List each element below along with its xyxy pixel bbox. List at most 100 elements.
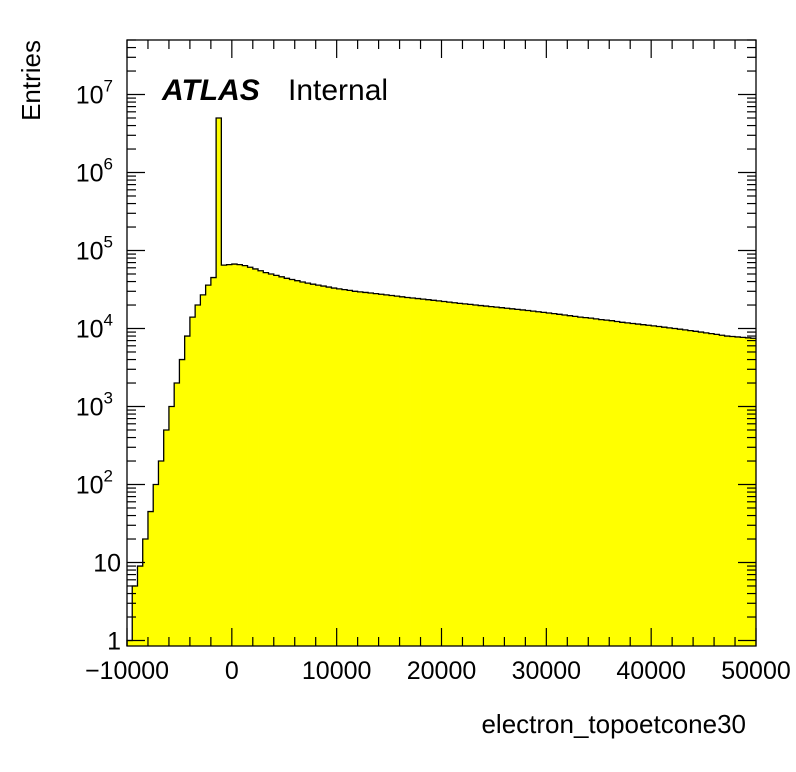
histogram-bin <box>347 290 353 646</box>
histogram-bin <box>546 313 552 646</box>
histogram-bin <box>698 332 704 646</box>
histogram-bin <box>410 298 416 646</box>
x-tick-label: 50000 <box>721 657 791 685</box>
histogram-bin <box>624 322 631 646</box>
histogram-bin <box>467 304 474 646</box>
histogram-bin <box>184 336 191 646</box>
histogram-bin <box>237 264 243 646</box>
histogram-bin <box>729 336 736 646</box>
y-tick-label: 107 <box>76 77 113 110</box>
histogram-bin <box>630 323 636 646</box>
histogram-bin <box>174 383 180 646</box>
histogram-bin <box>326 287 332 646</box>
histogram-bin <box>446 302 453 646</box>
histogram-bin <box>541 312 547 646</box>
histogram-bin <box>310 284 317 646</box>
histogram-bin <box>478 305 484 646</box>
histogram-bin <box>294 280 301 646</box>
histogram-bin <box>373 293 379 646</box>
histogram-bin <box>462 303 469 646</box>
histogram-bin <box>415 298 421 646</box>
x-tick-label: −10000 <box>85 657 169 685</box>
y-tick-label: 102 <box>76 467 113 500</box>
histogram-bin <box>341 289 348 646</box>
histogram-bin <box>247 267 254 646</box>
y-tick-label: 105 <box>76 233 113 266</box>
histogram-bin <box>703 332 710 646</box>
y-tick-label: 1 <box>107 627 121 655</box>
histogram-bin <box>609 320 615 646</box>
histogram-bin <box>231 264 238 646</box>
y-tick-label: 103 <box>76 389 113 422</box>
histogram-bin <box>394 296 400 646</box>
histogram-bin <box>268 273 275 646</box>
histogram-bin <box>556 314 563 646</box>
histogram-bin <box>640 324 647 646</box>
y-tick-label: 10 <box>93 549 121 577</box>
histogram-bins <box>127 118 757 646</box>
histogram-bin <box>258 270 264 646</box>
histogram-bin <box>263 272 269 646</box>
y-tick-labels: 1 10 102 103 104 105 106 107 <box>76 77 121 656</box>
histogram-bin <box>216 118 222 646</box>
histogram-bin <box>127 640 133 646</box>
histogram-bin <box>708 333 715 646</box>
histogram-bin <box>305 283 311 646</box>
histogram-bin <box>441 301 448 646</box>
histogram-bin <box>163 429 170 646</box>
histogram-bin <box>383 294 390 646</box>
histogram-bin <box>320 286 327 646</box>
x-axis-title: electron_topoetcone30 <box>481 709 746 739</box>
histogram-bin <box>493 307 500 646</box>
histogram-bin <box>514 309 521 646</box>
y-tick-label: 104 <box>76 311 113 344</box>
histogram-bin <box>189 317 196 646</box>
histogram-bin <box>735 336 741 646</box>
status-label: Internal <box>288 74 388 107</box>
histogram-bin <box>284 278 290 646</box>
histogram-bin <box>656 326 663 646</box>
histogram-bin <box>420 299 427 646</box>
x-tick-label: 20000 <box>407 657 477 685</box>
histogram-bin <box>472 305 479 646</box>
histogram-bin <box>672 328 678 646</box>
histogram-bin <box>740 337 746 646</box>
histogram-bin <box>368 293 374 646</box>
histogram-bin <box>567 315 573 646</box>
histogram-bin <box>242 265 248 646</box>
y-axis-title: Entries <box>16 40 46 121</box>
histogram-bin <box>357 291 364 646</box>
histogram-bin <box>425 299 432 646</box>
histogram-bin <box>226 264 233 646</box>
x-tick-label: 0 <box>225 657 239 685</box>
histogram-bin <box>603 320 610 646</box>
histogram-bin <box>331 288 338 646</box>
histogram-bin <box>399 296 406 646</box>
histogram-bin <box>153 484 159 646</box>
histogram-bin <box>142 539 149 646</box>
histogram-bin <box>299 281 306 646</box>
histogram-bin <box>530 311 537 646</box>
histogram-bin <box>687 330 694 646</box>
histogram-bin <box>378 294 385 646</box>
histogram-bin <box>645 325 652 646</box>
histogram-bin <box>535 311 542 646</box>
histogram-bin <box>362 292 369 646</box>
histogram-bin <box>577 317 584 646</box>
histogram-bin <box>168 406 175 646</box>
x-tick-labels: −10000 0 10000 20000 30000 40000 50000 <box>85 657 791 685</box>
histogram-bin <box>252 268 259 646</box>
histogram-bin <box>483 306 490 646</box>
histogram-bin <box>436 300 442 646</box>
histogram-bin <box>619 322 626 646</box>
histogram-bin <box>352 291 359 646</box>
histogram-bin <box>273 275 280 646</box>
histogram-bin <box>195 305 201 646</box>
histogram-bin <box>389 295 395 646</box>
histogram-bin <box>137 566 144 646</box>
histogram-bin <box>315 285 322 646</box>
histogram-bin <box>525 310 532 646</box>
histogram-bin <box>279 276 285 646</box>
histogram-bin <box>404 297 411 646</box>
